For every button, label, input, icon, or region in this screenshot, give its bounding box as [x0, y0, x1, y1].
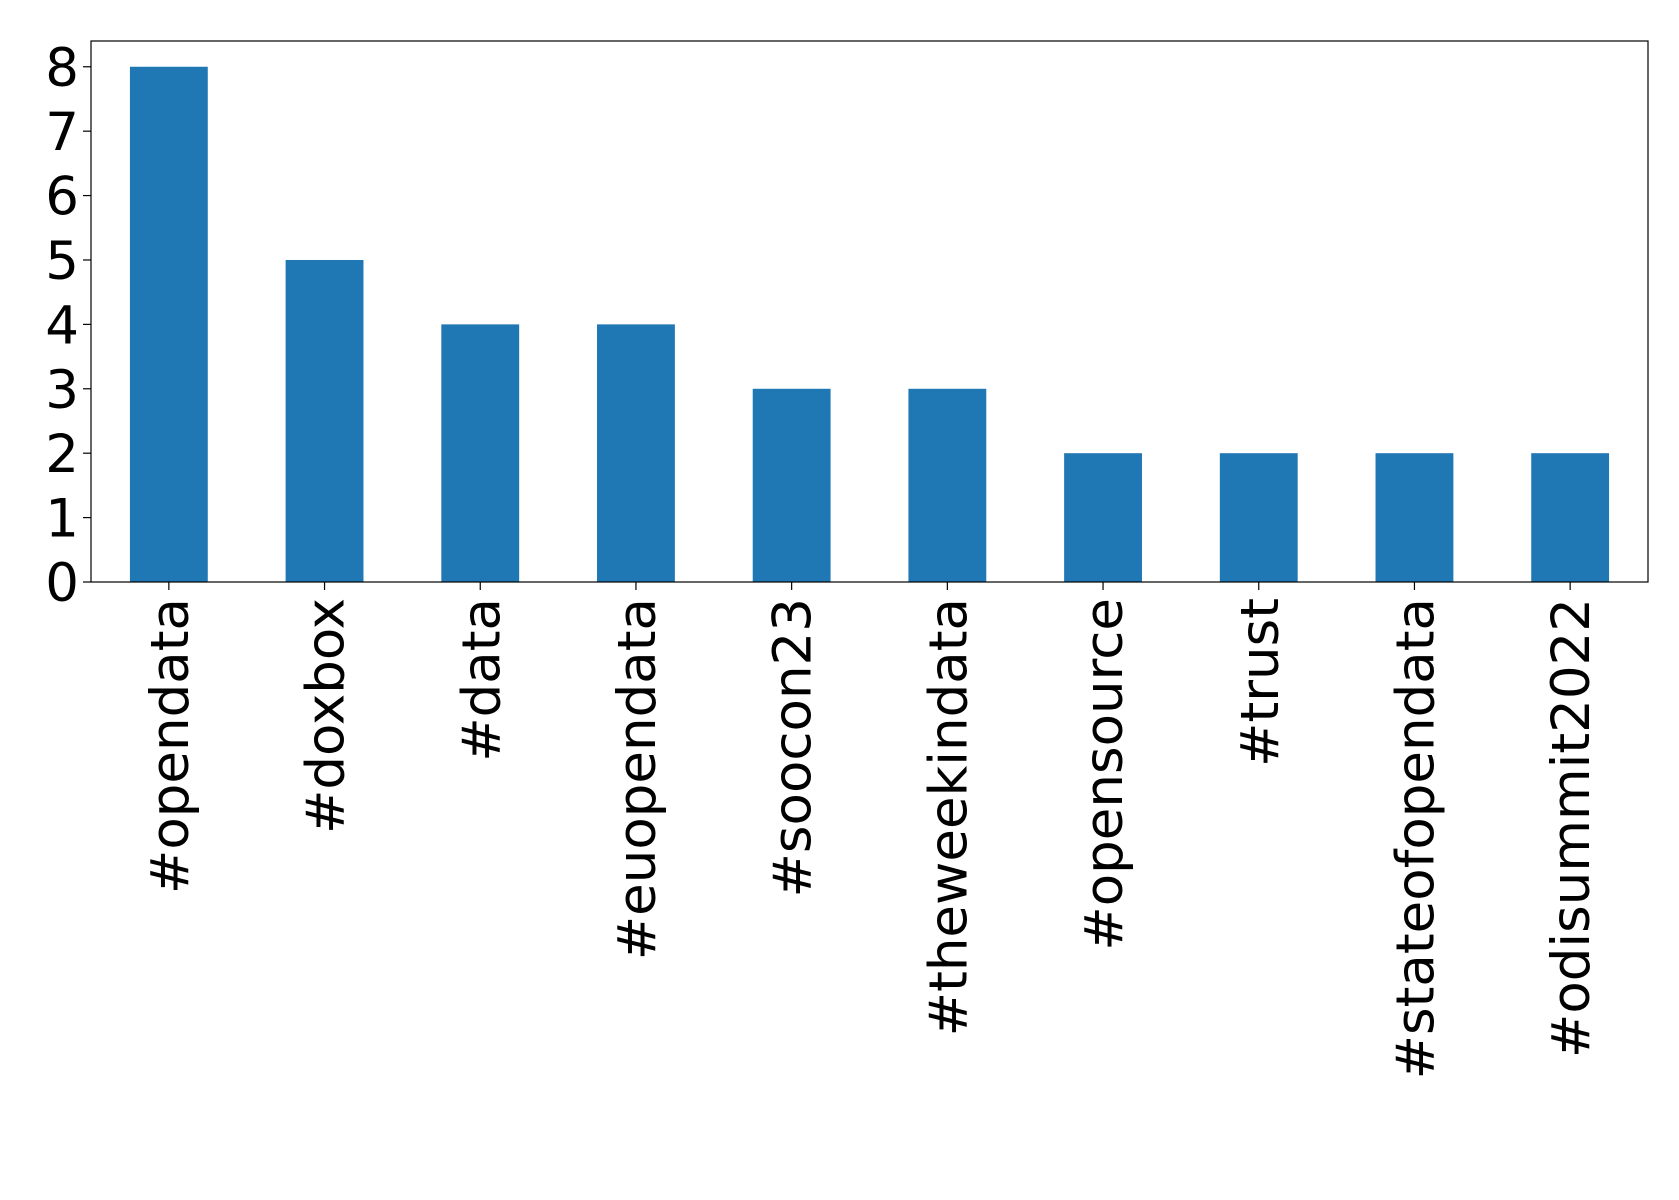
bar — [1375, 453, 1454, 582]
y-tick-label: 8 — [45, 38, 79, 99]
bar — [597, 324, 675, 582]
bar — [285, 259, 364, 582]
x-tick-label: #opendata — [140, 598, 201, 894]
bar — [908, 388, 987, 582]
y-tick-label: 4 — [45, 295, 79, 356]
x-tick-label: #data — [451, 598, 512, 762]
y-tick-label: 1 — [45, 489, 79, 550]
y-tick-label: 7 — [45, 102, 79, 163]
x-tick-label: #stateofopendata — [1385, 598, 1446, 1079]
bar — [441, 324, 520, 582]
bar — [1531, 453, 1610, 582]
x-tick-label: #opensource — [1074, 598, 1135, 951]
x-tick-label: #trust — [1230, 598, 1291, 767]
x-tick-label: #theweekindata — [918, 598, 979, 1036]
x-tick-label: #odisummit2022 — [1541, 598, 1602, 1058]
x-tick-label: #euopendata — [607, 598, 668, 960]
plot-frame — [90, 40, 1649, 583]
y-tick-label: 3 — [45, 360, 79, 421]
y-tick-label: 6 — [45, 167, 79, 228]
bar — [1219, 453, 1298, 582]
y-tick-label: 2 — [45, 424, 79, 485]
bar — [752, 388, 831, 582]
y-tick-label: 0 — [45, 553, 79, 614]
y-tick-label: 5 — [45, 231, 79, 292]
bar — [129, 66, 208, 582]
x-tick-label: #soocon23 — [763, 598, 824, 897]
x-tick-label: #doxbox — [296, 598, 357, 834]
bar — [1064, 453, 1142, 582]
